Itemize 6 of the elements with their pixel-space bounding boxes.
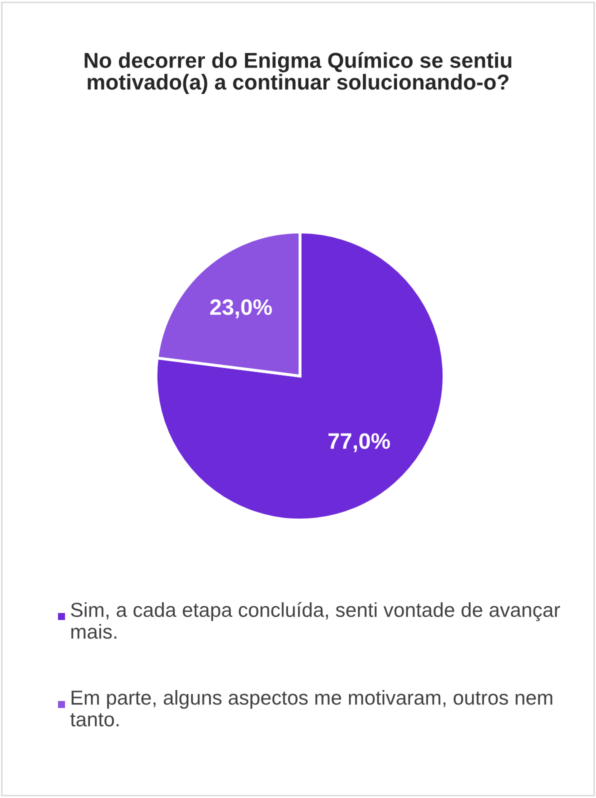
legend-label: Sim, a cada etapa concluída, senti vontade de avançar mais. (70, 602, 560, 639)
data-label: 23,0% (210, 299, 272, 318)
pie-slice (154, 230, 446, 522)
legend-label: Em parte, alguns aspectos me motivaram, outros nem tanto. (70, 690, 552, 726)
data-label: 77,0% (328, 433, 390, 452)
chart-title: No decorrer do Enigma Químico se sentiu motivado(a) a continuar solucionando-o? (84, 52, 512, 94)
